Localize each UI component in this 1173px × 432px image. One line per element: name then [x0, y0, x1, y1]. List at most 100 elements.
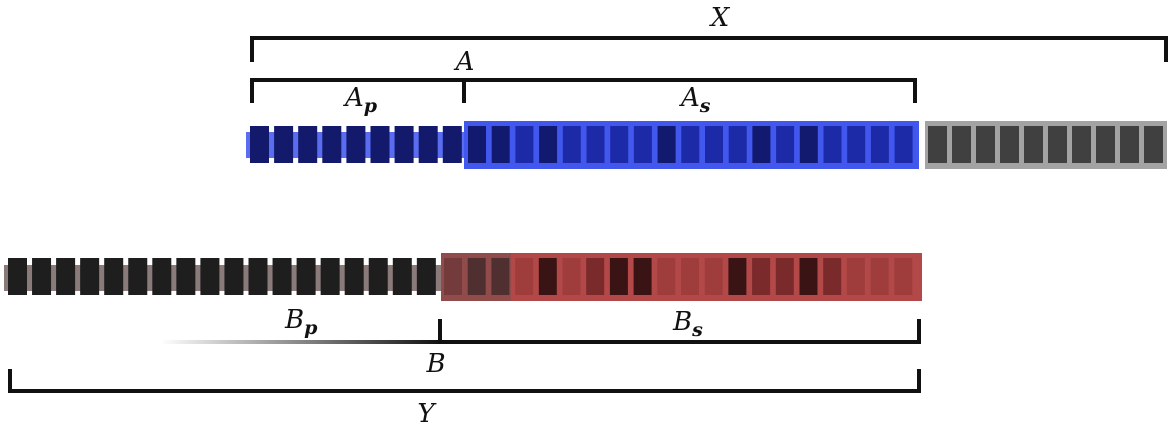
b-suffix-block: [823, 258, 842, 295]
a-prefix-block: [250, 126, 269, 163]
b-suffix-block: [444, 258, 462, 295]
a-suffix-block: [468, 126, 486, 163]
a-suffix-block: [610, 126, 629, 163]
label-y: Y: [417, 399, 437, 429]
gray-tail-block: [928, 126, 947, 163]
gray-tail-block: [1120, 126, 1139, 163]
b-suffix-block: [609, 258, 628, 295]
label-as-base: A: [679, 83, 700, 113]
a-prefix-block: [346, 126, 366, 163]
b-suffix-block: [515, 258, 534, 295]
a-prefix-block: [394, 126, 414, 163]
label-ap-base: A: [343, 83, 364, 113]
bracket-x: [250, 36, 1168, 62]
gray-tail-block: [1144, 126, 1163, 163]
b-prefix-block: [296, 258, 316, 295]
bracket-y: [8, 369, 921, 393]
bracket-a: [250, 78, 917, 103]
b-suffix-block: [586, 258, 605, 295]
a-suffix-block: [657, 126, 676, 163]
a-prefix-block: [274, 126, 294, 163]
label-bp-base: B: [284, 305, 304, 335]
a-prefix-block: [322, 126, 342, 163]
label-b: B: [425, 349, 445, 379]
b-prefix-block: [368, 258, 388, 295]
label-as: As: [679, 83, 711, 117]
sequence-b: [4, 253, 922, 301]
label-x: X: [709, 3, 731, 33]
a-suffix-block: [681, 126, 700, 163]
gray-tail-block: [1024, 126, 1043, 163]
label-a: A: [454, 47, 475, 77]
b-prefix-block: [56, 258, 76, 295]
b-prefix-block: [248, 258, 268, 295]
a-suffix-block: [799, 126, 818, 163]
b-prefix-block: [224, 258, 244, 295]
gray-tail-block: [952, 126, 971, 163]
b-suffix-block: [491, 258, 510, 295]
b-suffix-block: [775, 258, 794, 295]
b-suffix-block: [538, 258, 557, 295]
a-suffix-block: [752, 126, 771, 163]
b-prefix-block: [8, 258, 27, 295]
a-suffix-block: [870, 126, 889, 163]
b-suffix-block: [846, 258, 865, 295]
b-prefix-block: [128, 258, 148, 295]
gray-tail-block: [976, 126, 995, 163]
b-prefix-block: [200, 258, 220, 295]
b-suffix-block: [657, 258, 676, 295]
label-bs-sub: s: [691, 319, 703, 341]
brackets: [8, 36, 1168, 393]
sequence-a: [246, 121, 1167, 169]
label-ap: Ap: [343, 83, 378, 117]
b-suffix-block: [704, 258, 723, 295]
bracket-bp-fade: [160, 340, 440, 344]
label-bp: Bp: [284, 305, 318, 339]
label-ap-sub: p: [364, 95, 378, 117]
label-bs: Bs: [672, 307, 703, 341]
a-suffix-block: [705, 126, 723, 163]
a-suffix-block: [728, 126, 747, 163]
b-prefix-block: [104, 258, 124, 295]
label-as-sub: s: [699, 95, 711, 117]
b-prefix-block: [32, 258, 52, 295]
gray-tail-block: [1096, 126, 1115, 163]
a-suffix-block: [847, 126, 866, 163]
b-suffix-block: [728, 258, 747, 295]
b-junction-shade: [441, 253, 511, 301]
a-suffix-block: [633, 126, 652, 163]
a-suffix-block: [562, 126, 581, 163]
a-suffix-block: [491, 126, 510, 163]
bracket-bs: [438, 319, 921, 344]
a-suffix-block: [823, 126, 842, 163]
b-prefix-block: [152, 258, 172, 295]
b-suffix-block: [562, 258, 581, 295]
b-suffix-block: [752, 258, 771, 295]
a-suffix-block: [586, 126, 605, 163]
b-suffix-band: [441, 253, 922, 301]
b-suffix-block: [870, 258, 889, 295]
b-prefix-block: [392, 258, 412, 295]
b-prefix-block: [272, 258, 292, 295]
gray-tail-block: [1048, 126, 1067, 163]
b-suffix-block: [799, 258, 818, 295]
a-suffix-block: [539, 126, 558, 163]
label-bp-sub: p: [304, 317, 318, 339]
a-prefix-block: [370, 126, 390, 163]
a-suffix-block: [776, 126, 795, 163]
label-bs-base: B: [672, 307, 692, 337]
a-prefix-block: [298, 126, 318, 163]
b-prefix-block: [80, 258, 100, 295]
b-prefix-block: [344, 258, 364, 295]
a-suffix-block: [515, 126, 534, 163]
a-prefix-block: [418, 126, 438, 163]
b-suffix-block: [467, 258, 486, 295]
b-prefix-block: [416, 258, 436, 295]
gray-tail-block: [1072, 126, 1091, 163]
a-suffix-block: [894, 126, 913, 163]
a-prefix-block: [442, 126, 462, 163]
gray-tail-block: [1000, 126, 1019, 163]
b-prefix-block: [176, 258, 196, 295]
b-prefix-block: [320, 258, 340, 295]
